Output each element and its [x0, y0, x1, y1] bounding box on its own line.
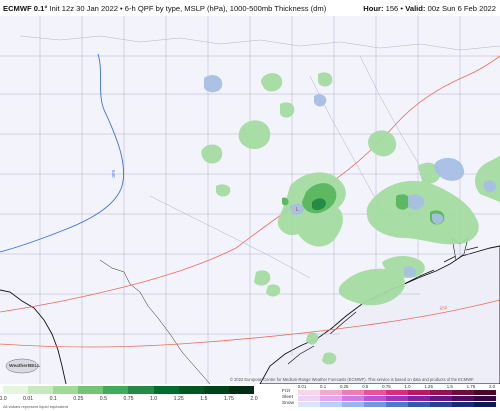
- river: [99, 259, 211, 384]
- ptype-color-swatch: [364, 390, 386, 395]
- ptype-color-swatch: [298, 396, 320, 401]
- qpf-tick-label: 2.0: [250, 396, 258, 402]
- model-name: ECMWF 0.1°: [3, 3, 48, 13]
- header-valid-time: Hour: 156 • Valid: 00z Sun 6 Feb 2022: [363, 4, 500, 13]
- qpf-tick-label: 0.1: [49, 396, 57, 402]
- qpf-colorbar: [3, 386, 254, 394]
- valid-value: 00z Sun 6 Feb 2022: [427, 3, 496, 13]
- qpf-note: All values represent liquid equivalent: [3, 404, 68, 409]
- ptype-tick-label: 2.0: [488, 384, 496, 389]
- ptype-color-swatch: [408, 402, 430, 407]
- ptype-colorbar: [298, 390, 496, 395]
- ptype-tick-label: 1.0: [404, 384, 411, 389]
- ptype-color-swatch: [342, 390, 364, 395]
- low-pressure-marker: L: [296, 207, 299, 213]
- thickness-contour-552: [0, 299, 500, 348]
- qpf-tick-label: 1.75: [223, 396, 234, 402]
- ptype-color-swatch: [474, 390, 496, 395]
- thickness-contour-546-tail: [0, 247, 237, 313]
- logo-icon: [5, 358, 39, 374]
- qpf-color-swatch: [203, 386, 229, 394]
- qpf-tick-label: 0.5: [99, 396, 107, 402]
- ptype-tick-labels: 0.01 0.1 0.25 0.5 0.75 1.0 1.25 1.5 1.75 2.0: [298, 384, 496, 390]
- ptype-color-swatch: [452, 390, 474, 395]
- weather-map[interactable]: 540 546 552 L: [0, 16, 500, 384]
- ptype-label: Sleet: [282, 395, 293, 400]
- ptype-color-swatch: [430, 402, 452, 407]
- copyright-notice: © 2022 European Centre for Medium-Range …: [230, 377, 475, 382]
- ptype-label: Frzr: [282, 389, 291, 394]
- qpf-tick-labels: 0.0 0.01 0.1 0.25 0.5 0.75 1.0 1.25 1.5 1.75 2.0: [0, 396, 265, 403]
- qpf-tick-label: 0.0: [0, 396, 7, 402]
- ptype-row-snow: Snow: [282, 401, 498, 407]
- qpf-tick-label: 0.75: [123, 396, 134, 402]
- ptype-tick-label: 0.1: [320, 384, 327, 389]
- ptype-color-swatch: [386, 390, 408, 395]
- ptype-tick-label: 1.25: [424, 384, 433, 389]
- qpf-tick-label: 1.25: [173, 396, 184, 402]
- ptype-color-swatch: [320, 396, 342, 401]
- separator: •: [400, 3, 404, 13]
- ptype-tick-label: 0.25: [339, 384, 349, 389]
- qpf-color-swatch: [3, 386, 29, 394]
- ptype-row-frzr: Frzr: [282, 389, 498, 395]
- contour-label-540: 540: [111, 170, 116, 178]
- ptype-color-swatch: [320, 390, 342, 395]
- thickness-contour-540: [0, 53, 125, 253]
- legend-area: 0.0 0.01 0.1 0.25 0.5 0.75 1.0 1.25 1.5 1.75 2.0 A…: [0, 384, 500, 411]
- ptype-tick-label: 0.01: [297, 384, 307, 389]
- ptype-label: Snow: [282, 401, 294, 406]
- ptype-color-swatch: [320, 402, 342, 407]
- snow-areas: [204, 75, 497, 277]
- hour-value: 156: [385, 3, 399, 13]
- header-title: ECMWF 0.1° Init 12z 30 Jan 2022 • 6-h QP…: [0, 4, 326, 13]
- qpf-color-swatch: [103, 386, 129, 394]
- ptype-colorbar: [298, 402, 496, 407]
- ptype-color-swatch: [342, 402, 364, 407]
- logo-text: WeatherBELL: [9, 363, 40, 369]
- ptype-colorbar: [298, 396, 496, 401]
- ptype-color-swatch: [408, 396, 430, 401]
- ptype-color-swatch: [386, 402, 408, 407]
- ptype-color-swatch: [452, 402, 474, 407]
- heavy-rain-core: [312, 198, 326, 211]
- state-boundary: [0, 289, 67, 384]
- ptype-tick-label: 0.5: [362, 384, 369, 389]
- map-header: ECMWF 0.1° Init 12z 30 Jan 2022 • 6-h QP…: [0, 0, 500, 17]
- qpf-tick-label: 0.25: [73, 396, 84, 402]
- header-description: Init 12z 30 Jan 2022 • 6-h QPF by type, …: [49, 3, 327, 13]
- ptype-tick-label: 1.75: [466, 384, 476, 389]
- rain-areas: [201, 72, 500, 365]
- qpf-color-swatch: [53, 386, 79, 394]
- qpf-color-swatch: [153, 386, 179, 394]
- ptype-color-swatch: [364, 402, 386, 407]
- qpf-tick-label: 1.0: [149, 396, 158, 402]
- ptype-color-swatch: [298, 402, 320, 407]
- ptype-color-swatch: [342, 396, 364, 401]
- qpf-color-swatch: [78, 386, 104, 394]
- qpf-tick-label: 0.01: [23, 396, 34, 402]
- qpf-color-swatch: [128, 386, 154, 394]
- ptype-color-swatch: [298, 390, 320, 395]
- ptype-color-swatch: [430, 396, 452, 401]
- precip-type-legend: 0.01 0.1 0.25 0.5 0.75 1.0 1.25 1.5 1.75 2.0 Frzr…: [282, 384, 498, 411]
- ptype-color-swatch: [474, 402, 496, 407]
- contour-label-552: 552: [439, 305, 448, 311]
- ptype-color-swatch: [474, 396, 496, 401]
- ptype-tick-label: 0.75: [382, 384, 391, 389]
- valid-label: Valid:: [405, 3, 426, 13]
- hour-label: Hour:: [363, 3, 384, 13]
- ptype-color-swatch: [408, 390, 430, 395]
- qpf-color-swatch: [28, 386, 54, 394]
- qpf-tick-label: 1.5: [200, 396, 208, 402]
- qpf-color-swatch: [228, 386, 254, 394]
- ptype-color-swatch: [386, 396, 408, 401]
- ptype-color-swatch: [364, 396, 386, 401]
- ptype-tick-label: 1.5: [446, 384, 453, 389]
- qpf-color-swatch: [178, 386, 204, 394]
- ptype-row-sleet: Sleet: [282, 395, 498, 401]
- ptype-color-swatch: [430, 390, 452, 395]
- ptype-color-swatch: [452, 396, 474, 401]
